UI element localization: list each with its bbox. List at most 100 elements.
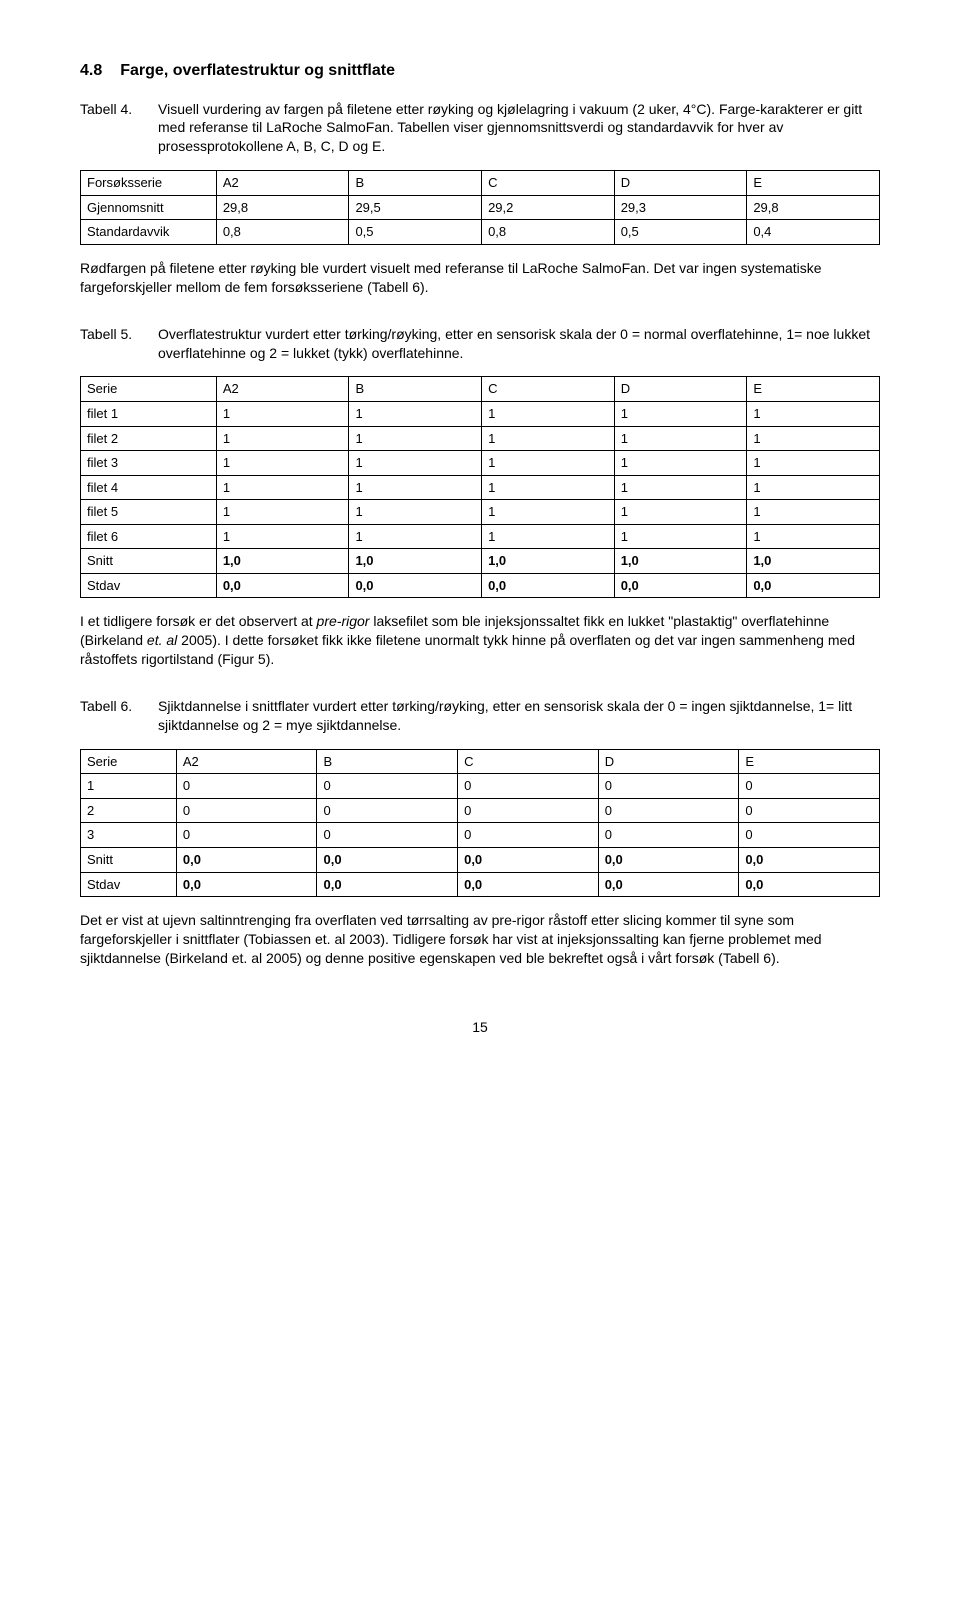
table-cell: Gjennomsnitt — [81, 195, 217, 220]
table-cell: 1 — [349, 524, 482, 549]
table-cell: 1 — [349, 426, 482, 451]
table-cell: filet 4 — [81, 475, 217, 500]
table-cell: Snitt — [81, 549, 217, 574]
table-cell: E — [747, 377, 880, 402]
table-cell: 1 — [349, 451, 482, 476]
table-row: Serie A2 B C D E — [81, 377, 880, 402]
para2-text-c: 2005). I dette forsøket fikk ikke filete… — [80, 632, 855, 667]
table-cell: 1 — [349, 402, 482, 427]
table-cell: 0,0 — [747, 573, 880, 598]
table-cell: D — [614, 377, 747, 402]
table-cell: 0,8 — [482, 220, 615, 245]
table-cell: 1 — [747, 475, 880, 500]
table-cell: 0,4 — [747, 220, 880, 245]
table-cell: 1,0 — [747, 549, 880, 574]
table-cell: 1 — [216, 402, 349, 427]
table-row: Snitt0,00,00,00,00,0 — [81, 848, 880, 873]
paragraph-2: I et tidligere forsøk er det observert a… — [80, 612, 880, 669]
table-row: filet 511111 — [81, 500, 880, 525]
table-cell: 29,8 — [216, 195, 349, 220]
table-cell: Forsøksserie — [81, 171, 217, 196]
table-cell: 0 — [739, 823, 880, 848]
table-cell: 1 — [614, 451, 747, 476]
table-cell: 1 — [482, 500, 615, 525]
table-cell: 29,2 — [482, 195, 615, 220]
table-cell: 0 — [176, 823, 317, 848]
table-cell: 1 — [747, 426, 880, 451]
table-cell: Stdav — [81, 872, 177, 897]
table-cell: 0,0 — [598, 872, 739, 897]
table-cell: 1 — [216, 475, 349, 500]
table-cell: C — [482, 377, 615, 402]
table5-caption: Tabell 5. Overflatestruktur vurdert ette… — [80, 325, 880, 363]
table-cell: 1 — [349, 475, 482, 500]
table-cell: 0 — [317, 798, 458, 823]
table-cell: Standardavvik — [81, 220, 217, 245]
table4-caption-label: Tabell 4. — [80, 100, 158, 157]
table-cell: 0,5 — [614, 220, 747, 245]
paragraph-1: Rødfargen på filetene etter røyking ble … — [80, 259, 880, 297]
table-cell: Stdav — [81, 573, 217, 598]
table-cell: 0 — [458, 823, 599, 848]
table-cell: D — [614, 171, 747, 196]
table-cell: 1 — [614, 524, 747, 549]
table4-caption-text: Visuell vurdering av fargen på filetene … — [158, 100, 880, 157]
section-number: 4.8 — [80, 60, 102, 82]
table-cell: filet 3 — [81, 451, 217, 476]
table-row: filet 211111 — [81, 426, 880, 451]
table-cell: filet 6 — [81, 524, 217, 549]
table-cell: 1 — [614, 500, 747, 525]
table-cell: 0,0 — [458, 848, 599, 873]
table-cell: Snitt — [81, 848, 177, 873]
table-row: filet 311111 — [81, 451, 880, 476]
table-row: filet 411111 — [81, 475, 880, 500]
table-cell: 3 — [81, 823, 177, 848]
table-cell: 1 — [482, 451, 615, 476]
table-cell: 1,0 — [349, 549, 482, 574]
paragraph-3: Det er vist at ujevn saltinntrenging fra… — [80, 911, 880, 968]
table-row: Forsøksserie A2 B C D E — [81, 171, 880, 196]
table-cell: B — [349, 377, 482, 402]
table-cell: 1 — [216, 451, 349, 476]
table-cell: 2 — [81, 798, 177, 823]
table-cell: 0 — [317, 774, 458, 799]
table-cell: 0,0 — [482, 573, 615, 598]
table-cell: 1 — [482, 524, 615, 549]
table-row: 300000 — [81, 823, 880, 848]
table-cell: 29,5 — [349, 195, 482, 220]
table4: Forsøksserie A2 B C D E Gjennomsnitt 29,… — [80, 170, 880, 245]
table-cell: 1 — [614, 426, 747, 451]
table-cell: 1 — [482, 402, 615, 427]
table-cell: 1 — [81, 774, 177, 799]
table-cell: 1 — [614, 475, 747, 500]
para2-italic-1: pre-rigor — [317, 613, 370, 629]
table-row: 100000 — [81, 774, 880, 799]
table-row: filet 611111 — [81, 524, 880, 549]
table-cell: 0 — [176, 798, 317, 823]
table-cell: 0,0 — [317, 872, 458, 897]
table-cell: 0,0 — [614, 573, 747, 598]
table-cell: 0 — [739, 774, 880, 799]
table6-caption-text: Sjiktdannelse i snittflater vurdert ette… — [158, 697, 880, 735]
table-row: Serie A2 B C D E — [81, 749, 880, 774]
table5-caption-text: Overflatestruktur vurdert etter tørking/… — [158, 325, 880, 363]
table-cell: B — [317, 749, 458, 774]
table-cell: A2 — [176, 749, 317, 774]
table-cell: 1,0 — [614, 549, 747, 574]
table-cell: C — [482, 171, 615, 196]
table-row: Stdav0,00,00,00,00,0 — [81, 573, 880, 598]
table-cell: 0,0 — [216, 573, 349, 598]
para2-italic-2: et. al — [147, 632, 177, 648]
table-cell: 0 — [458, 774, 599, 799]
table-cell: 0 — [739, 798, 880, 823]
table-cell: B — [349, 171, 482, 196]
section-heading: 4.8Farge, overflatestruktur og snittflat… — [80, 60, 880, 82]
table4-caption: Tabell 4. Visuell vurdering av fargen på… — [80, 100, 880, 157]
table-cell: 0,0 — [176, 872, 317, 897]
table-cell: 1 — [349, 500, 482, 525]
table-cell: 1 — [747, 451, 880, 476]
table-cell: 0 — [458, 798, 599, 823]
table-cell: 29,8 — [747, 195, 880, 220]
table-cell: 1 — [614, 402, 747, 427]
table6: Serie A2 B C D E 100000 200000 300000 Sn… — [80, 749, 880, 897]
